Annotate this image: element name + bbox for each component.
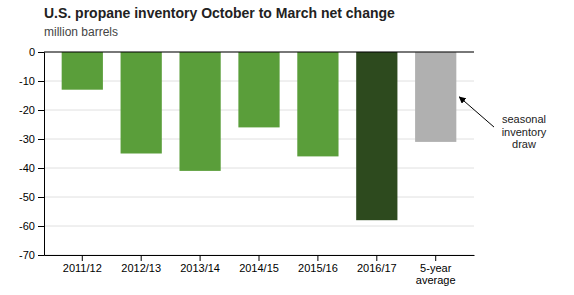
x-tick-label-line: average	[416, 274, 456, 286]
x-tick-label: 2015/16	[298, 262, 338, 274]
x-tick-label-line: 5-year	[420, 262, 452, 274]
x-axis: 2011/12 2012/13 2013/14 2014/15 2015/16 2016/…	[45, 255, 475, 286]
y-tick-label: -70	[19, 249, 35, 261]
bar	[121, 52, 162, 154]
annotation: seasonalinventorydraw	[502, 113, 547, 150]
bar	[415, 52, 456, 142]
bar	[356, 52, 397, 220]
x-tick-label: 2014/15	[239, 262, 279, 274]
x-tick-mark	[200, 255, 201, 261]
y-tick-mark	[38, 81, 44, 82]
x-tick-label: 2016/17	[357, 262, 397, 274]
grid	[44, 52, 474, 255]
x-tick: 2015/16	[298, 255, 338, 274]
bar	[179, 52, 220, 171]
y-axis-line	[38, 53, 45, 256]
y-axis: 0 -10 -20 -30 -40 -50 -60 -70	[19, 46, 44, 261]
y-tick: -20	[19, 104, 44, 116]
y-tick-label: -50	[19, 191, 35, 203]
y-tick-label: -20	[19, 104, 35, 116]
bar	[62, 52, 103, 90]
grid-line	[44, 139, 474, 140]
x-tick-label: 5-yearaverage	[416, 262, 456, 287]
annotation-line: seasonal	[502, 113, 546, 125]
x-tick: 5-yearaverage	[416, 255, 456, 286]
x-tick-label: 2013/14	[180, 262, 220, 274]
y-tick-label: -60	[19, 220, 35, 232]
x-tick-mark	[82, 255, 83, 261]
y-tick-label: -10	[19, 75, 35, 87]
subtitle: million barrels	[44, 25, 118, 39]
x-tick-mark	[141, 255, 142, 261]
x-tick: 2011/12	[63, 255, 102, 274]
x-tick: 2012/13	[121, 255, 161, 274]
y-tick-label: -40	[19, 162, 35, 174]
x-tick-label-line: 2016/17	[357, 262, 397, 274]
x-tick-mark	[317, 255, 318, 261]
y-tick: -30	[19, 133, 44, 145]
chart: U.S. propane inventory October to March …	[0, 0, 574, 295]
x-tick-mark	[435, 255, 436, 261]
y-tick: -50	[19, 191, 44, 203]
y-tick-mark	[38, 110, 44, 111]
annotation-line: draw	[512, 138, 536, 150]
x-tick: 2016/17	[357, 255, 397, 274]
x-tick-mark	[376, 255, 377, 261]
bar	[238, 52, 279, 127]
y-tick: -10	[19, 75, 44, 87]
x-tick-label-line: 2014/15	[239, 262, 279, 274]
bars	[62, 52, 457, 220]
zero-line	[44, 51, 474, 52]
grid-line	[44, 226, 474, 227]
bar	[297, 52, 338, 156]
x-tick-label: 2011/12	[63, 262, 102, 274]
y-tick: -60	[19, 220, 44, 232]
y-tick-mark	[38, 255, 44, 256]
grid-line	[44, 52, 474, 53]
y-tick-label: 0	[29, 46, 35, 58]
y-tick-mark	[38, 168, 44, 169]
y-tick-mark	[38, 197, 44, 198]
annotation-line: inventory	[502, 126, 547, 138]
x-tick-label-line: 2012/13	[121, 262, 161, 274]
y-tick-label: -30	[19, 133, 35, 145]
x-tick: 2013/14	[180, 255, 220, 274]
grid-line	[44, 197, 474, 198]
y-tick-mark	[38, 139, 44, 140]
x-tick-label: 2012/13	[121, 262, 161, 274]
y-tick: 0	[29, 46, 44, 58]
plot: 0 -10 -20 -30 -40 -50 -60 -70 2011/12 2012/13 2013…	[19, 46, 547, 286]
annotation-arrow	[459, 97, 494, 127]
x-tick-label-line: 2011/12	[63, 262, 102, 274]
grid-line	[44, 168, 474, 169]
y-tick-mark	[38, 226, 44, 227]
y-tick-mark	[38, 52, 44, 53]
x-tick: 2014/15	[239, 255, 279, 274]
x-tick-mark	[259, 255, 260, 261]
x-tick-label-line: 2013/14	[180, 262, 220, 274]
x-tick-label-line: 2015/16	[298, 262, 338, 274]
y-tick: -70	[19, 249, 44, 261]
title: U.S. propane inventory October to March …	[44, 5, 395, 21]
y-tick: -40	[19, 162, 44, 174]
